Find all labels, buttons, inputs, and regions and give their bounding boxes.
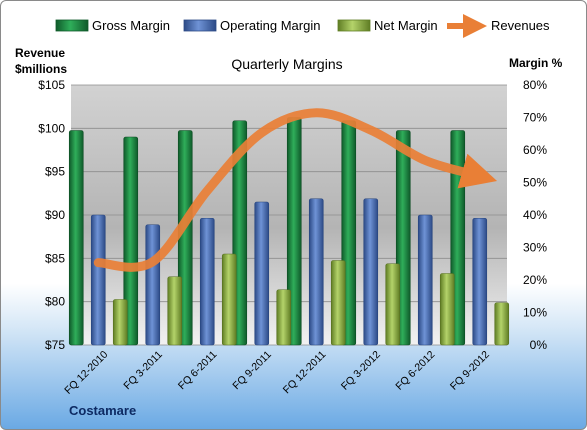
company-name: Costamare	[69, 403, 136, 418]
legend-swatch-gross	[55, 19, 89, 32]
x-tick-label: FQ 9-2011	[230, 349, 274, 393]
legend-label-revenues: Revenues	[491, 18, 550, 33]
right-tick-label: 80%	[523, 78, 547, 92]
bar-operating-margin-5	[363, 198, 379, 346]
bar-gross-margin-1	[123, 136, 139, 346]
x-tick-label: FQ 12-2011	[281, 349, 329, 397]
left-axis-title-line1: Revenue	[15, 46, 65, 60]
right-axis-title: Margin %	[509, 56, 563, 70]
revenue-line-group	[93, 108, 498, 272]
right-tick-label: 70%	[523, 111, 547, 125]
legend: Gross Margin Operating Margin Net Margin…	[55, 14, 550, 38]
revenue-line	[93, 108, 498, 272]
x-tick-label: FQ 3-2011	[121, 349, 165, 393]
left-axis-title-line2: $millions	[15, 62, 67, 76]
right-tick-label: 20%	[523, 273, 547, 287]
bar-operating-margin-6	[417, 214, 433, 346]
right-tick-label: 60%	[523, 143, 547, 157]
bar-net-margin-0	[112, 299, 128, 346]
bar-operating-margin-7	[472, 217, 488, 346]
left-tick-label: $105	[38, 78, 65, 92]
right-tick-label: 40%	[523, 208, 547, 222]
bar-net-margin-3	[276, 289, 292, 346]
right-axis-ticks: 0% 10% 20% 30% 40% 50% 60% 70% 80%	[523, 78, 547, 352]
bar-operating-margin-2	[199, 217, 215, 346]
left-axis-ticks: $75 $80 $85 $90 $95 $100 $105	[38, 78, 65, 352]
bar-net-margin-2	[221, 253, 237, 346]
right-tick-label: 0%	[530, 338, 548, 352]
right-tick-label: 30%	[523, 241, 547, 255]
bar-operating-margin-0	[90, 214, 106, 346]
x-axis-ticks: FQ 12-2010 FQ 3-2011 FQ 6-2011 FQ 9-2011 FQ …	[62, 349, 492, 397]
legend-swatch-net	[337, 19, 371, 32]
right-tick-label: 10%	[523, 306, 547, 320]
left-tick-label: $85	[45, 251, 65, 265]
bar-net-margin-6	[439, 273, 455, 346]
x-tick-label: FQ 6-2011	[176, 349, 220, 393]
left-tick-label: $75	[45, 338, 65, 352]
x-tick-label: FQ 12-2010	[62, 349, 110, 397]
bar-operating-margin-1	[145, 224, 161, 346]
x-tick-label: FQ 6-2012	[393, 349, 437, 393]
chart-title: Quarterly Margins	[231, 56, 342, 72]
right-tick-label: 50%	[523, 176, 547, 190]
x-tick-label: FQ 9-2012	[448, 349, 492, 393]
left-tick-label: $100	[38, 121, 65, 135]
bar-operating-margin-4	[308, 198, 324, 346]
left-tick-label: $90	[45, 208, 65, 222]
bar-net-margin-5	[385, 263, 401, 346]
left-tick-label: $95	[45, 165, 65, 179]
bar-net-margin-7	[494, 302, 510, 346]
bar-gross-margin-0	[68, 130, 84, 346]
legend-swatch-operating	[183, 19, 217, 32]
bar-operating-margin-3	[254, 201, 270, 346]
legend-label-gross: Gross Margin	[92, 18, 170, 33]
legend-label-net: Net Margin	[374, 18, 438, 33]
legend-label-operating: Operating Margin	[220, 18, 320, 33]
x-tick-label: FQ 3-2012	[339, 349, 383, 393]
left-tick-label: $80	[45, 295, 65, 309]
bar-net-margin-1	[167, 276, 183, 346]
bar-net-margin-4	[330, 260, 346, 346]
